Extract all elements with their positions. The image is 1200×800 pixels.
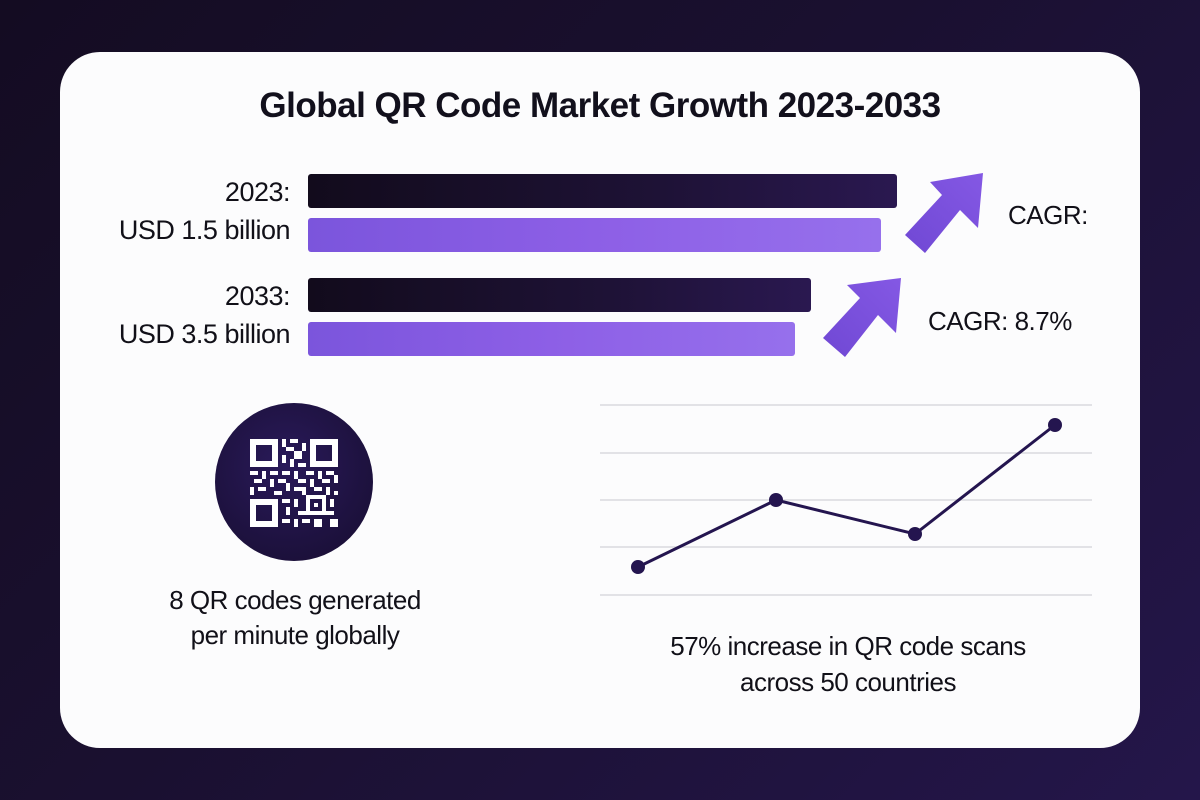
chart-line: [637, 423, 1056, 569]
scan-stat-line2: across 50 countries: [740, 667, 956, 697]
qr-code-icon: [250, 439, 338, 527]
qr-stat-line2: per minute globally: [190, 620, 400, 650]
page-title: Global QR Code Market Growth 2023-2033: [259, 86, 941, 125]
scan-stat-line1: 57% increase in QR code scans: [670, 631, 1026, 661]
bar-label-2023-year: 2023:: [224, 177, 291, 207]
chart-points: [631, 418, 1062, 574]
bar-2023-purple: [308, 218, 881, 252]
bar-label-2023-value: USD 1.5 billion: [118, 215, 291, 245]
qr-code-badge: [215, 403, 373, 561]
infographic-card: [60, 52, 1140, 748]
bar-2033-dark: [308, 278, 811, 312]
qr-stat-line1: 8 QR codes generated: [169, 585, 421, 615]
cagr-label-2: CAGR: 8.7%: [928, 306, 1072, 336]
bar-2033-purple: [308, 322, 795, 356]
bar-label-2033-value: USD 3.5 billion: [118, 319, 291, 349]
chart-gridlines: [600, 404, 1092, 596]
bar-2023-dark: [308, 174, 897, 208]
bar-label-2033-year: 2033:: [224, 281, 291, 311]
cagr-label-1: CAGR:: [1008, 200, 1088, 230]
